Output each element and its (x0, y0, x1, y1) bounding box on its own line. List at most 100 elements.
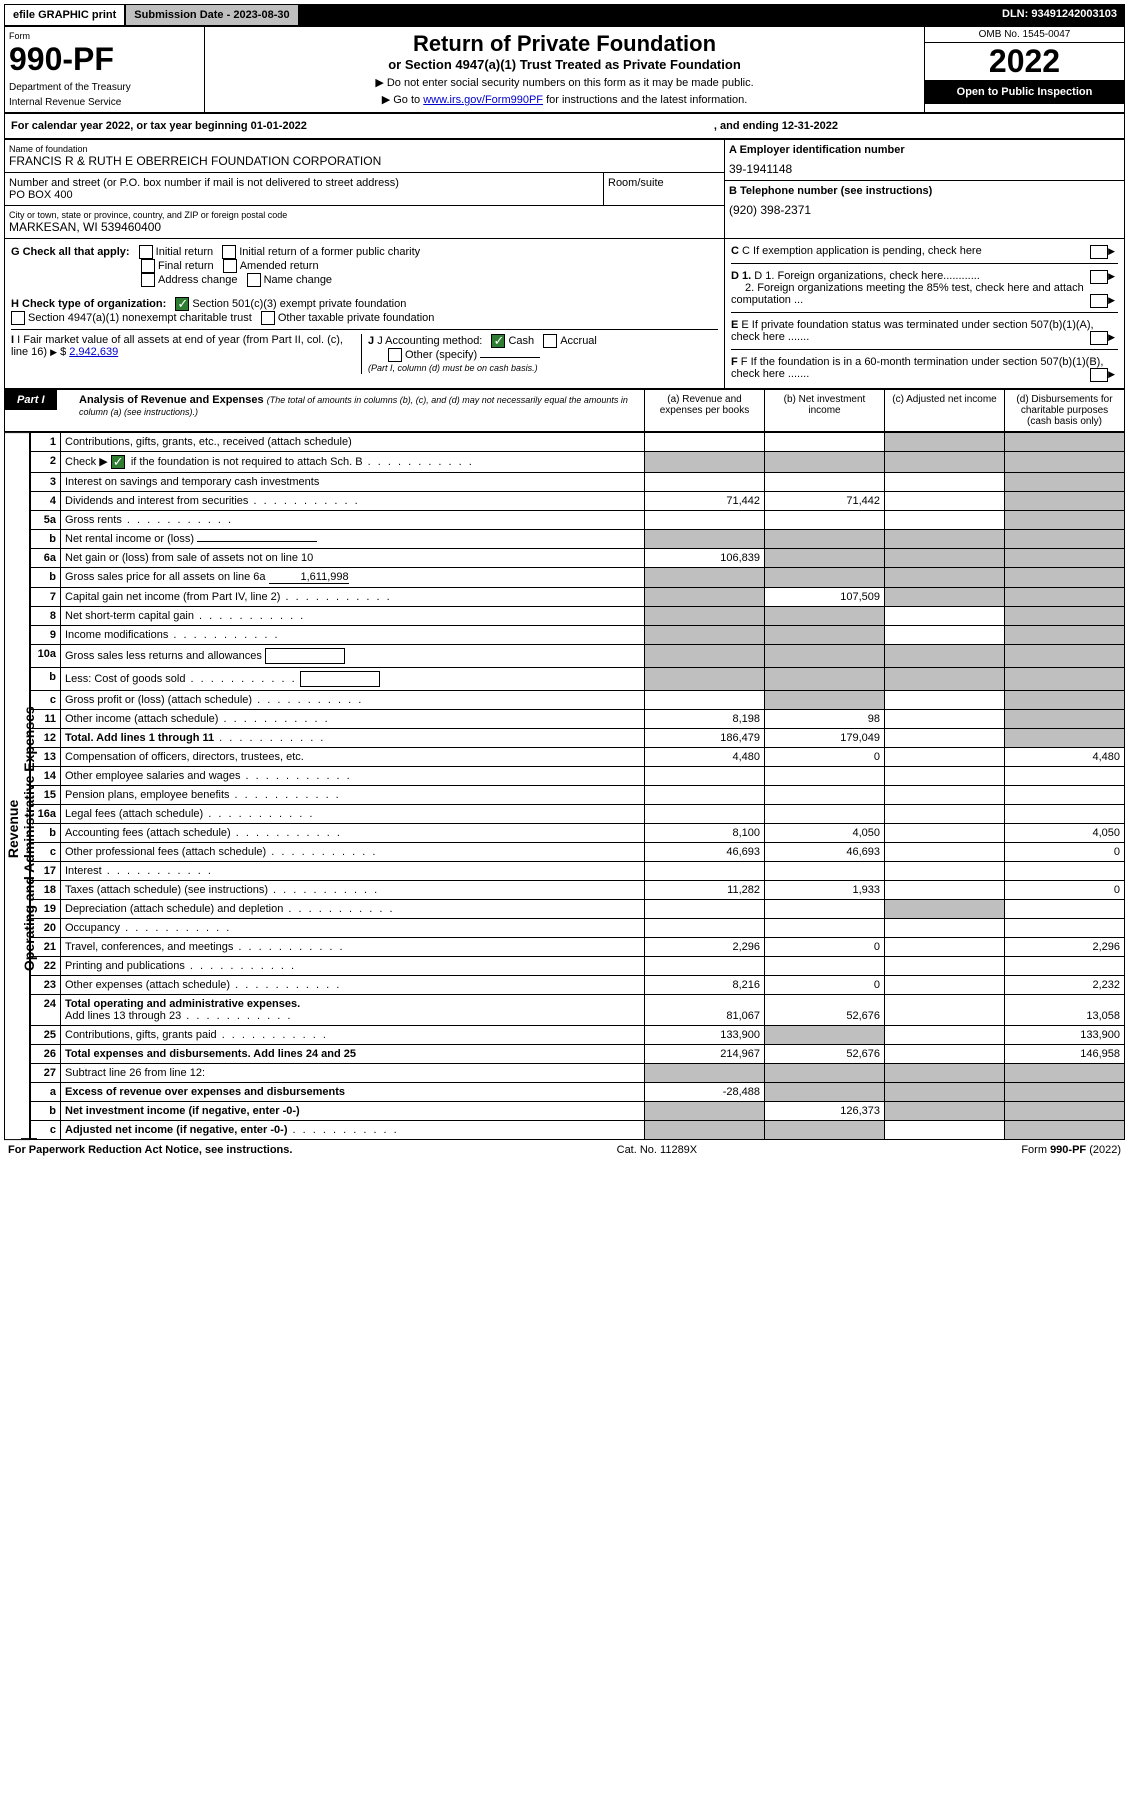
j-method: J J Accounting method: Cash Accrual Othe… (361, 334, 718, 374)
line-19: 19Depreciation (attach schedule) and dep… (31, 900, 1125, 919)
cash-cb[interactable] (491, 334, 505, 348)
amended-cb[interactable] (223, 259, 237, 273)
form-number: 990-PF (9, 41, 200, 78)
line-16c: cOther professional fees (attach schedul… (31, 843, 1125, 862)
initial-former-cb[interactable] (222, 245, 236, 259)
options-block: G Check all that apply: Initial return I… (4, 239, 1125, 389)
other-method-cb[interactable] (388, 348, 402, 362)
part1-title: Analysis of Revenue and Expenses (The to… (75, 390, 644, 431)
f-cb[interactable] (1090, 368, 1108, 382)
line-7: 7Capital gain net income (from Part IV, … (31, 588, 1125, 607)
id-block: Name of foundation FRANCIS R & RUTH E OB… (4, 139, 1125, 239)
dln: DLN: 93491242003103 (994, 4, 1125, 26)
calendar-year: For calendar year 2022, or tax year begi… (4, 113, 1125, 139)
accrual-cb[interactable] (543, 334, 557, 348)
part1-header: Part I Analysis of Revenue and Expenses … (4, 389, 1125, 432)
line-1: 1Contributions, gifts, grants, etc., rec… (31, 433, 1125, 452)
line-14: 14Other employee salaries and wages (31, 767, 1125, 786)
id-left: Name of foundation FRANCIS R & RUTH E OB… (5, 140, 724, 238)
line-12: 12Total. Add lines 1 through 11186,47917… (31, 729, 1125, 748)
opts-left: G Check all that apply: Initial return I… (5, 239, 724, 388)
line-9: 9Income modifications (31, 626, 1125, 645)
part1-table: 1Contributions, gifts, grants, etc., rec… (30, 432, 1125, 1140)
part1-body: Revenue Operating and Administrative Exp… (4, 432, 1125, 1140)
4947-cb[interactable] (11, 311, 25, 325)
line-4: 4Dividends and interest from securities7… (31, 492, 1125, 511)
line-26: 26Total expenses and disbursements. Add … (31, 1045, 1125, 1064)
main-title: Return of Private Foundation (209, 31, 920, 57)
e-cb[interactable] (1090, 331, 1108, 345)
initial-return-cb[interactable] (139, 245, 153, 259)
line-17: 17Interest (31, 862, 1125, 881)
sch-b-cb[interactable] (111, 455, 125, 469)
irs: Internal Revenue Service (9, 97, 200, 108)
line-27a: aExcess of revenue over expenses and dis… (31, 1083, 1125, 1102)
final-return-cb[interactable] (141, 259, 155, 273)
opts-right: C C If exemption application is pending,… (724, 239, 1124, 388)
city: City or town, state or province, country… (5, 206, 724, 238)
line-8: 8Net short-term capital gain (31, 607, 1125, 626)
ein: A Employer identification number 39-1941… (725, 140, 1124, 181)
i-fmv: I I Fair market value of all assets at e… (11, 334, 361, 374)
footer: For Paperwork Reduction Act Notice, see … (4, 1140, 1125, 1160)
form-label: Form (9, 31, 200, 41)
line-13: 13Compensation of officers, directors, t… (31, 748, 1125, 767)
c-cb[interactable] (1090, 245, 1108, 259)
ij-row: I I Fair market value of all assets at e… (11, 330, 718, 374)
page: efile GRAPHIC print Submission Date - 20… (0, 0, 1129, 1164)
line-10c: cGross profit or (loss) (attach schedule… (31, 691, 1125, 710)
line-21: 21Travel, conferences, and meetings2,296… (31, 938, 1125, 957)
d1-cb[interactable] (1090, 270, 1108, 284)
line-5a: 5aGross rents (31, 511, 1125, 530)
form-header: Form 990-PF Department of the Treasury I… (4, 26, 1125, 113)
e-row: E E If private foundation status was ter… (731, 313, 1118, 350)
d-row: D 1. D 1. Foreign organizations, check h… (731, 264, 1118, 313)
line-6b: bGross sales price for all assets on lin… (31, 568, 1125, 588)
col-d: (d) Disbursements for charitable purpose… (1004, 390, 1124, 431)
omb: OMB No. 1545-0047 (925, 27, 1124, 43)
foundation-name: Name of foundation FRANCIS R & RUTH E OB… (5, 140, 724, 173)
line-24: 24Total operating and administrative exp… (31, 995, 1125, 1026)
telephone: B Telephone number (see instructions) (9… (725, 181, 1124, 221)
c-row: C C If exemption application is pending,… (731, 245, 1118, 264)
footer-right: Form 990-PF (2022) (1021, 1144, 1121, 1156)
line-10b: bLess: Cost of goods sold (31, 668, 1125, 691)
line-16b: bAccounting fees (attach schedule)8,1004… (31, 824, 1125, 843)
line-5b: bNet rental income or (loss) (31, 530, 1125, 549)
name-change-cb[interactable] (247, 273, 261, 287)
line-27b: bNet investment income (if negative, ent… (31, 1102, 1125, 1121)
col-a: (a) Revenue and expenses per books (644, 390, 764, 431)
501c3-cb[interactable] (175, 297, 189, 311)
line-18: 18Taxes (attach schedule) (see instructi… (31, 881, 1125, 900)
title-box: Return of Private Foundation or Section … (205, 27, 924, 112)
open-inspection: Open to Public Inspection (925, 80, 1124, 104)
line-27c: cAdjusted net income (if negative, enter… (31, 1121, 1125, 1140)
tax-year: 2022 (925, 43, 1124, 80)
line-22: 22Printing and publications (31, 957, 1125, 976)
efile-print[interactable]: efile GRAPHIC print (4, 4, 125, 26)
room: Room/suite (604, 173, 724, 206)
col-c: (c) Adjusted net income (884, 390, 1004, 431)
g-row: G Check all that apply: Initial return I… (11, 245, 718, 287)
col-b: (b) Net investment income (764, 390, 884, 431)
id-right: A Employer identification number 39-1941… (724, 140, 1124, 238)
line-3: 3Interest on savings and temporary cash … (31, 473, 1125, 492)
line-6a: 6aNet gain or (loss) from sale of assets… (31, 549, 1125, 568)
h-row: H Check type of organization: Section 50… (11, 297, 718, 330)
line-2: 2Check ▶ if the foundation is not requir… (31, 452, 1125, 473)
year-box: OMB No. 1545-0047 2022 Open to Public In… (924, 27, 1124, 112)
footer-left: For Paperwork Reduction Act Notice, see … (8, 1144, 292, 1156)
revenue-sidebar: Revenue Operating and Administrative Exp… (4, 432, 30, 1140)
fmv-value: 2,942,639 (69, 346, 118, 358)
part1-badge: Part I (5, 390, 57, 410)
line-25: 25Contributions, gifts, grants paid133,9… (31, 1026, 1125, 1045)
line-11: 11Other income (attach schedule)8,19898 (31, 710, 1125, 729)
form-link[interactable]: www.irs.gov/Form990PF (423, 94, 543, 106)
form-box: Form 990-PF Department of the Treasury I… (5, 27, 205, 112)
line-27: 27Subtract line 26 from line 12: (31, 1064, 1125, 1083)
line-23: 23Other expenses (attach schedule)8,2160… (31, 976, 1125, 995)
dept: Department of the Treasury (9, 82, 200, 93)
address-change-cb[interactable] (141, 273, 155, 287)
d2-cb[interactable] (1090, 294, 1108, 308)
other-taxable-cb[interactable] (261, 311, 275, 325)
